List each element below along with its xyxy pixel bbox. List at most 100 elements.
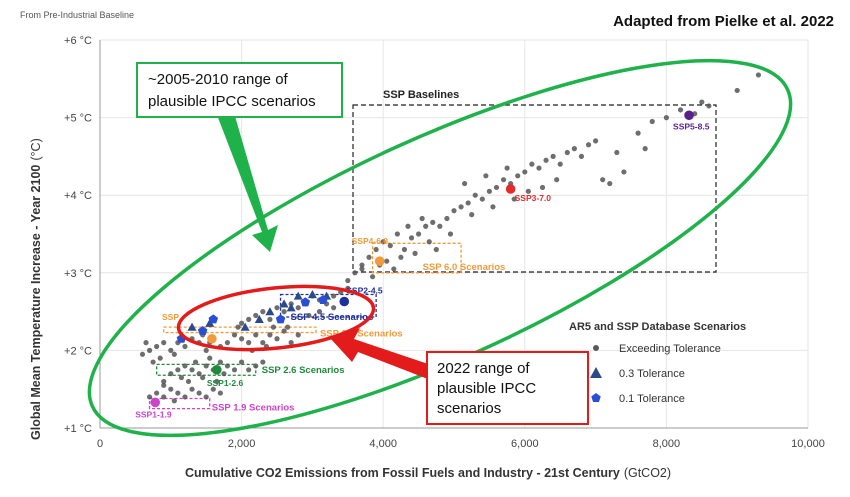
data-point xyxy=(192,359,199,365)
data-point xyxy=(171,351,177,357)
data-point xyxy=(419,215,425,222)
data-point xyxy=(274,336,280,342)
data-point xyxy=(217,359,223,365)
data-point xyxy=(359,262,365,268)
y-tick-label: +6 °C xyxy=(64,35,92,47)
data-point xyxy=(295,332,301,338)
x-axis-title-unit: (GtCO2) xyxy=(624,466,671,480)
highlight-point xyxy=(212,365,222,375)
data-point xyxy=(203,363,209,369)
data-point-triangle xyxy=(254,314,264,323)
data-point xyxy=(161,340,167,346)
baseline-note: From Pre-Industrial Baseline xyxy=(20,10,134,20)
data-point xyxy=(281,328,287,334)
highlight-point xyxy=(505,184,516,194)
data-point xyxy=(522,169,528,175)
axes xyxy=(99,40,808,429)
data-point-triangle xyxy=(286,303,296,312)
data-point xyxy=(235,324,241,330)
data-point-triangle xyxy=(187,322,197,331)
data-point xyxy=(635,130,641,136)
legend-item-label: 0.1 Tolerance xyxy=(619,393,685,405)
data-point xyxy=(525,188,531,194)
data-point xyxy=(369,274,376,280)
data-point xyxy=(168,371,174,377)
data-point xyxy=(500,177,507,183)
data-point xyxy=(203,347,209,353)
data-point xyxy=(493,184,500,191)
data-point xyxy=(214,378,220,385)
data-point xyxy=(178,374,185,381)
data-point-pentagon xyxy=(275,314,286,324)
data-point xyxy=(490,204,496,210)
data-point xyxy=(380,239,386,245)
data-point xyxy=(550,153,556,159)
data-point xyxy=(663,115,670,121)
scenario-range-label: SSP 1.9 Scenarios xyxy=(212,403,295,414)
data-point xyxy=(433,246,439,253)
data-point xyxy=(642,146,648,152)
data-point xyxy=(408,235,415,241)
data-point xyxy=(239,336,245,342)
legend-marker-pentagon xyxy=(591,393,601,403)
data-point xyxy=(345,277,351,284)
highlight-point xyxy=(207,333,217,344)
y-tick-label: +4 °C xyxy=(64,190,92,202)
y-tick-label: +2 °C xyxy=(64,345,92,357)
highlight-point-label: SSP3-7.0 xyxy=(515,193,552,203)
ssp-baselines-box xyxy=(352,104,717,273)
data-point xyxy=(511,196,517,202)
data-point-pentagon xyxy=(197,326,208,336)
red-arrow xyxy=(330,328,440,381)
data-point-pentagon xyxy=(300,297,311,307)
green-arrow xyxy=(212,92,278,252)
data-point xyxy=(430,219,436,225)
credit-text: Adapted from Pielke et al. 2022 xyxy=(613,13,834,30)
x-tick-label: 10,000 xyxy=(791,438,825,450)
new-range-callout-line2: plausible IPCC xyxy=(437,380,536,397)
data-point xyxy=(295,305,301,311)
data-point xyxy=(391,266,397,272)
new-range-callout-line3: scenarios xyxy=(437,400,501,417)
data-point xyxy=(246,316,252,322)
old-range-ellipse xyxy=(87,58,793,438)
data-point xyxy=(224,340,231,346)
data-point xyxy=(465,200,471,206)
legend: AR5 and SSP Database Scenarios Exceeding… xyxy=(569,321,746,405)
data-point xyxy=(246,367,252,373)
x-axis-title-main: Cumulative CO2 Emissions from Fossil Fue… xyxy=(185,466,620,480)
highlight-point xyxy=(150,397,161,408)
data-point xyxy=(221,371,227,377)
x-tick-label: 8,000 xyxy=(653,438,681,450)
data-point xyxy=(462,180,468,187)
new-range-callout-box xyxy=(426,351,589,425)
scenario-range-label: SSP 3.4 Scenarios xyxy=(320,329,403,340)
data-point xyxy=(270,324,277,330)
data-point xyxy=(267,332,273,338)
old-range-callout-box xyxy=(136,62,343,118)
data-point xyxy=(384,258,390,264)
data-point xyxy=(281,309,287,315)
data-point xyxy=(146,347,153,353)
data-point xyxy=(171,398,177,404)
data-point xyxy=(677,107,684,113)
data-point xyxy=(469,212,475,218)
highlight-point-label: SSP1-2.6 xyxy=(207,378,244,388)
data-point xyxy=(649,118,655,125)
partial-ssp-label: SSP xyxy=(162,312,179,322)
highlight-point-label: SSP5-8.5 xyxy=(673,121,710,131)
data-point xyxy=(239,320,245,326)
y-tick-label: +5 °C xyxy=(64,113,92,125)
data-point-pentagon xyxy=(318,294,328,305)
old-range-callout-line2: plausible IPCC scenarios xyxy=(148,93,316,110)
data-point xyxy=(571,146,577,152)
data-point-triangle xyxy=(205,318,215,327)
data-point xyxy=(189,367,195,373)
data-point xyxy=(253,363,259,369)
y-axis-title-main: Global Mean Temperature Increase - Year … xyxy=(29,165,43,440)
data-point xyxy=(267,316,273,322)
data-point xyxy=(203,394,209,400)
data-point xyxy=(182,394,188,400)
data-point xyxy=(150,359,156,365)
